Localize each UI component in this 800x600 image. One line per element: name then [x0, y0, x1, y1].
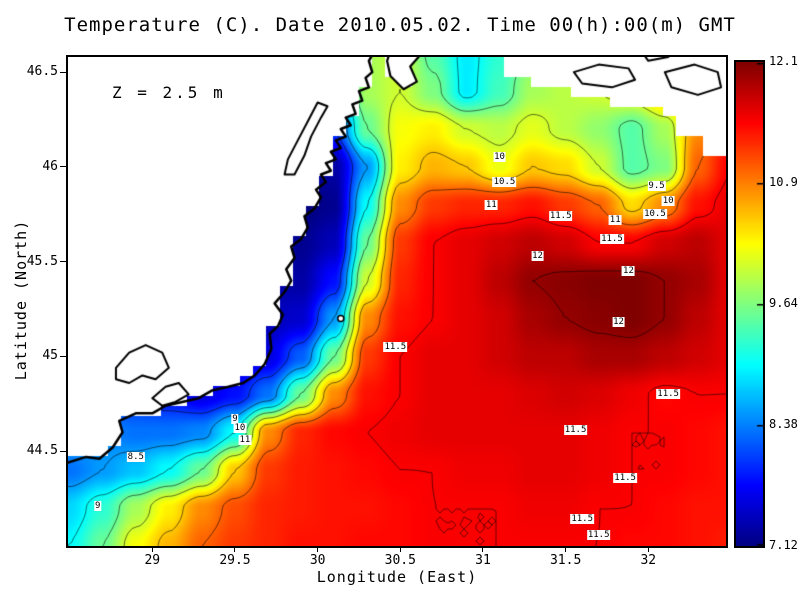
x-tick-label: 30	[309, 553, 326, 568]
y-tick-label: 45.5	[26, 253, 58, 269]
colorbar-tick-label: 8.38	[769, 417, 798, 431]
colorbar-tick-label: 10.9	[769, 175, 798, 189]
x-axis-tick	[234, 546, 236, 552]
x-tick-label: 32	[640, 553, 657, 568]
y-axis-tick	[60, 261, 66, 263]
y-tick-label: 46	[42, 158, 58, 174]
x-axis-tick	[565, 546, 567, 552]
y-axis-label: Latitude (North)	[12, 219, 30, 381]
x-tick-label: 31.5	[549, 553, 582, 568]
y-axis-tick	[60, 355, 66, 357]
x-axis-label: Longitude (East)	[316, 568, 478, 586]
y-tick-label: 44.5	[26, 443, 58, 459]
y-axis-tick	[60, 71, 66, 73]
x-tick-label: 29	[144, 553, 161, 568]
figure-title: Temperature (C). Date 2010.05.02. Time 0…	[64, 14, 736, 36]
y-tick-label: 45	[42, 348, 58, 364]
colorbar-tick-label: 9.64	[769, 296, 798, 310]
x-axis-tick	[317, 546, 319, 552]
x-axis-tick	[647, 546, 649, 552]
x-axis-tick	[399, 546, 401, 552]
temperature-map-canvas	[68, 57, 726, 546]
colorbar	[736, 62, 763, 546]
y-tick-label: 46.5	[26, 64, 58, 80]
x-axis-tick	[482, 546, 484, 552]
colorbar-tick-label: 12.1	[769, 54, 798, 68]
colorbar-frame	[734, 60, 765, 548]
x-tick-label: 31	[475, 553, 491, 568]
x-tick-label: 29.5	[219, 553, 251, 568]
x-axis-tick	[151, 546, 153, 552]
x-tick-label: 30.5	[384, 553, 416, 568]
y-axis-tick	[60, 166, 66, 168]
y-axis-tick	[60, 450, 66, 452]
colorbar-tick-label: 7.12	[769, 538, 798, 552]
